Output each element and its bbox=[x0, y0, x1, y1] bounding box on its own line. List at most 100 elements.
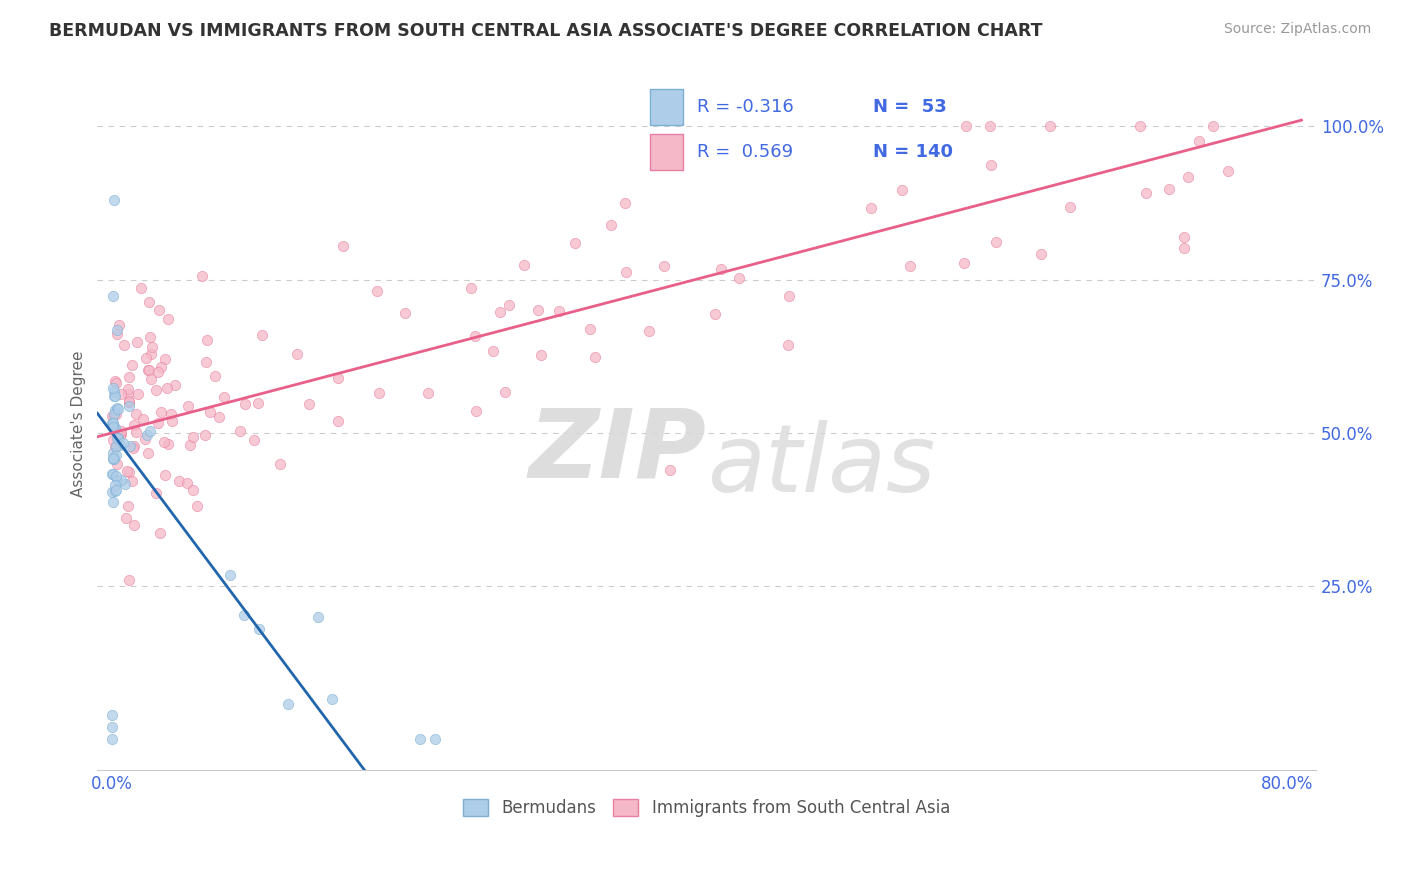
Point bbox=[160, 414, 183, 428]
Point bbox=[101, 484, 124, 499]
Point bbox=[134, 432, 156, 446]
Point bbox=[108, 318, 131, 332]
Point bbox=[1039, 120, 1062, 134]
Point bbox=[104, 421, 127, 435]
Point bbox=[979, 120, 1001, 134]
Point bbox=[243, 433, 266, 447]
Point bbox=[141, 340, 163, 354]
Point bbox=[149, 404, 172, 418]
Point bbox=[104, 439, 127, 453]
Point bbox=[105, 407, 128, 421]
Point bbox=[367, 385, 389, 400]
Point bbox=[125, 334, 148, 349]
Point bbox=[548, 303, 571, 318]
Point bbox=[460, 281, 482, 295]
Point bbox=[1216, 164, 1239, 178]
Point bbox=[105, 431, 128, 445]
Point bbox=[321, 692, 343, 706]
Point bbox=[153, 468, 176, 483]
Point bbox=[110, 427, 132, 442]
Point bbox=[117, 370, 139, 384]
Point bbox=[104, 440, 127, 454]
Point bbox=[105, 449, 128, 463]
Point bbox=[121, 474, 143, 488]
Point bbox=[103, 416, 125, 430]
Point bbox=[233, 608, 256, 623]
Point bbox=[152, 435, 174, 450]
Point bbox=[564, 235, 586, 250]
Point bbox=[110, 424, 132, 438]
Point bbox=[105, 323, 128, 337]
Point bbox=[136, 363, 159, 377]
Point bbox=[212, 390, 235, 404]
Point bbox=[112, 338, 135, 352]
Point bbox=[115, 511, 138, 525]
Point bbox=[122, 517, 145, 532]
Point bbox=[105, 326, 128, 341]
Point bbox=[125, 407, 148, 421]
Point bbox=[110, 387, 132, 401]
Text: ZIP: ZIP bbox=[529, 405, 707, 498]
Point bbox=[637, 324, 659, 338]
Point bbox=[527, 302, 550, 317]
Point bbox=[132, 412, 155, 426]
Point bbox=[118, 439, 141, 453]
Point bbox=[285, 347, 308, 361]
Point bbox=[156, 381, 179, 395]
Point bbox=[891, 183, 914, 197]
Point bbox=[980, 158, 1002, 172]
Point bbox=[955, 120, 977, 134]
Point bbox=[1188, 134, 1211, 148]
Point bbox=[328, 414, 350, 428]
Point bbox=[579, 322, 602, 336]
Point bbox=[118, 573, 141, 587]
Point bbox=[122, 439, 145, 453]
Point bbox=[148, 416, 170, 430]
Point bbox=[177, 399, 200, 413]
Point bbox=[117, 399, 139, 413]
Point bbox=[104, 483, 127, 498]
Point bbox=[530, 348, 553, 362]
Point bbox=[138, 363, 160, 377]
Point bbox=[952, 256, 974, 270]
Point bbox=[104, 478, 127, 492]
Point bbox=[138, 295, 160, 310]
Point bbox=[101, 495, 124, 509]
Point bbox=[104, 374, 127, 388]
Point bbox=[101, 417, 124, 431]
Point bbox=[423, 732, 446, 747]
Point bbox=[298, 397, 321, 411]
Text: R =  0.569: R = 0.569 bbox=[697, 144, 793, 161]
Point bbox=[654, 259, 676, 273]
Point bbox=[139, 346, 162, 360]
Point bbox=[1177, 169, 1199, 184]
Point bbox=[1129, 120, 1152, 134]
Bar bbox=[651, 135, 683, 170]
Point bbox=[138, 330, 160, 344]
Point bbox=[859, 201, 882, 215]
Point bbox=[482, 343, 505, 358]
Point bbox=[1029, 246, 1052, 260]
Text: BERMUDAN VS IMMIGRANTS FROM SOUTH CENTRAL ASIA ASSOCIATE'S DEGREE CORRELATION CH: BERMUDAN VS IMMIGRANTS FROM SOUTH CENTRA… bbox=[49, 22, 1043, 40]
Point bbox=[176, 475, 198, 490]
Point bbox=[145, 384, 167, 398]
Point bbox=[141, 372, 163, 386]
Point bbox=[121, 358, 143, 372]
Point bbox=[103, 467, 125, 482]
Point bbox=[157, 437, 180, 451]
Point bbox=[136, 445, 159, 459]
Point bbox=[149, 526, 172, 541]
Point bbox=[103, 433, 125, 447]
Point bbox=[778, 338, 800, 352]
Legend: Bermudans, Immigrants from South Central Asia: Bermudans, Immigrants from South Central… bbox=[457, 792, 956, 824]
Point bbox=[101, 289, 124, 303]
Point bbox=[394, 306, 416, 320]
Point bbox=[727, 271, 749, 285]
Point bbox=[247, 396, 270, 410]
Point bbox=[984, 235, 1007, 249]
Y-axis label: Associate's Degree: Associate's Degree bbox=[72, 351, 86, 497]
Point bbox=[127, 387, 149, 401]
Point bbox=[103, 408, 125, 422]
Point bbox=[107, 401, 129, 416]
Point bbox=[613, 196, 636, 211]
